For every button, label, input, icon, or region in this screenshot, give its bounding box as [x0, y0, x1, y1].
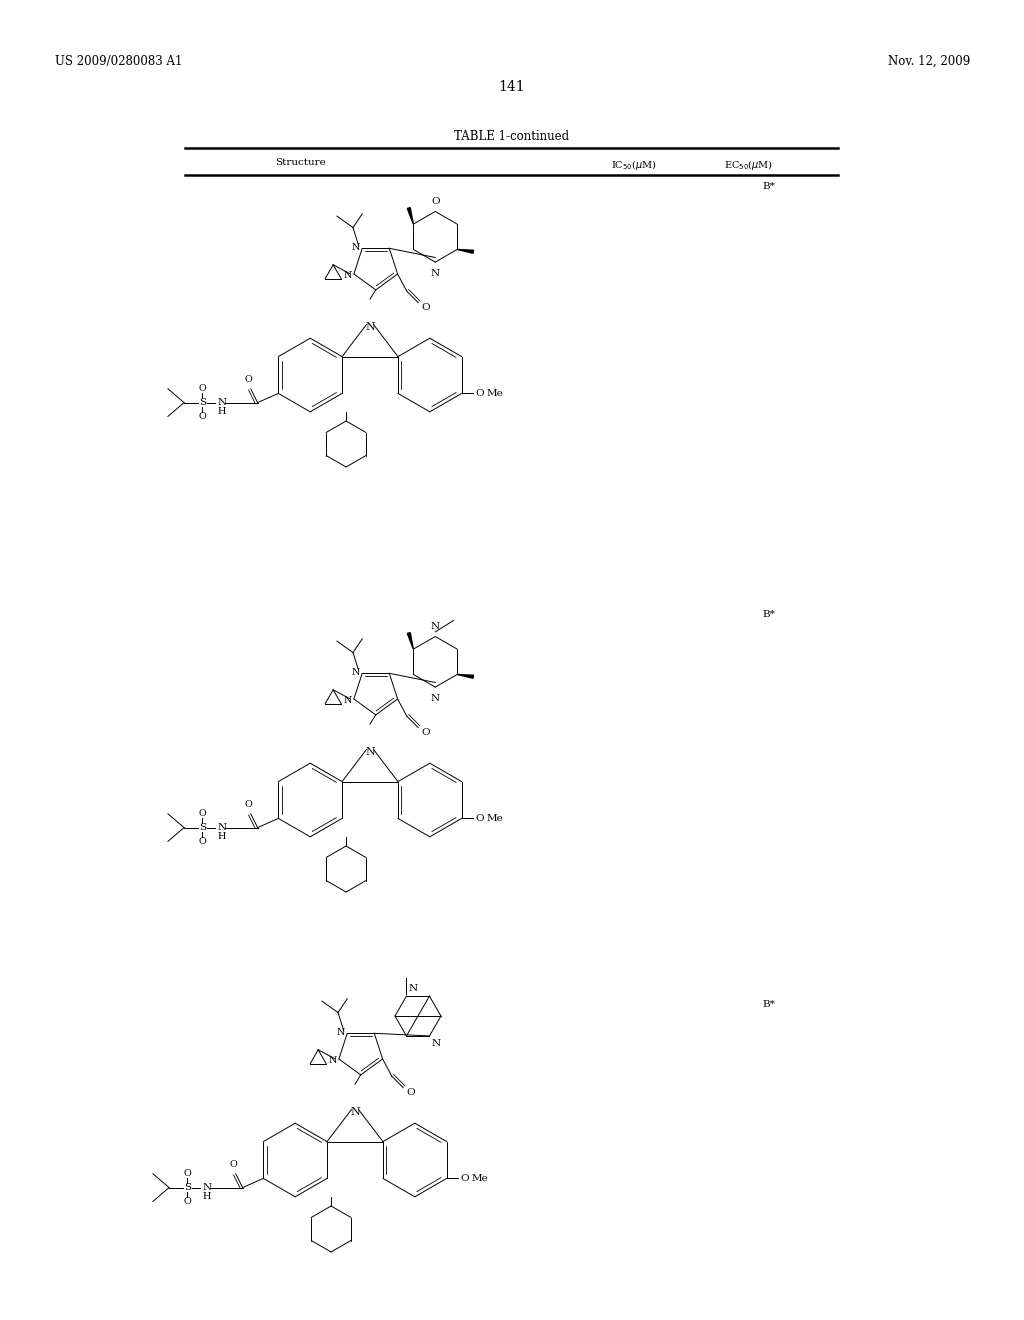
Text: O: O: [475, 389, 484, 397]
Text: N: N: [336, 1028, 344, 1036]
Text: N: N: [344, 271, 352, 280]
Text: S: S: [184, 1183, 191, 1192]
Text: N: N: [203, 1183, 212, 1192]
Text: O: O: [461, 1173, 469, 1183]
Text: N: N: [431, 694, 440, 704]
Text: O: O: [229, 1160, 238, 1170]
Text: TABLE 1-continued: TABLE 1-continued: [454, 129, 569, 143]
Polygon shape: [457, 249, 473, 253]
Text: O: O: [421, 727, 429, 737]
Text: S: S: [199, 824, 206, 832]
Text: H: H: [218, 408, 226, 416]
Text: O: O: [183, 1197, 191, 1206]
Text: O: O: [245, 375, 252, 384]
Text: N: N: [431, 269, 440, 279]
Polygon shape: [408, 632, 414, 649]
Text: O: O: [199, 384, 206, 393]
Text: N: N: [366, 747, 375, 756]
Polygon shape: [408, 207, 414, 224]
Text: Nov. 12, 2009: Nov. 12, 2009: [888, 55, 970, 69]
Text: N: N: [409, 983, 418, 993]
Text: Me: Me: [487, 389, 504, 397]
Text: 141: 141: [499, 81, 525, 94]
Text: O: O: [245, 800, 252, 809]
Text: O: O: [406, 1088, 415, 1097]
Text: S: S: [199, 399, 206, 407]
Text: N: N: [344, 696, 352, 705]
Text: O: O: [199, 809, 206, 818]
Text: Structure: Structure: [274, 158, 326, 168]
Text: N: N: [350, 1106, 359, 1117]
Text: B*: B*: [762, 1001, 775, 1008]
Text: O: O: [421, 302, 429, 312]
Text: O: O: [431, 197, 439, 206]
Text: N: N: [432, 1039, 441, 1048]
Text: H: H: [218, 833, 226, 841]
Text: Me: Me: [487, 814, 504, 822]
Text: B*: B*: [762, 182, 775, 191]
Text: N: N: [217, 824, 226, 832]
Text: IC$_{50}$($\mu$M): IC$_{50}$($\mu$M): [611, 158, 656, 172]
Text: O: O: [475, 814, 484, 822]
Text: N: N: [217, 399, 226, 407]
Text: N: N: [351, 243, 359, 252]
Text: H: H: [203, 1192, 211, 1201]
Text: O: O: [199, 412, 206, 421]
Text: US 2009/0280083 A1: US 2009/0280083 A1: [55, 55, 182, 69]
Text: B*: B*: [762, 610, 775, 619]
Text: Me: Me: [472, 1173, 488, 1183]
Text: O: O: [199, 837, 206, 846]
Text: N: N: [351, 668, 359, 677]
Text: N: N: [329, 1056, 337, 1065]
Polygon shape: [457, 675, 473, 678]
Text: N: N: [366, 322, 375, 331]
Text: O: O: [183, 1170, 191, 1179]
Text: EC$_{50}$($\mu$M): EC$_{50}$($\mu$M): [724, 158, 772, 172]
Text: N: N: [431, 622, 440, 631]
